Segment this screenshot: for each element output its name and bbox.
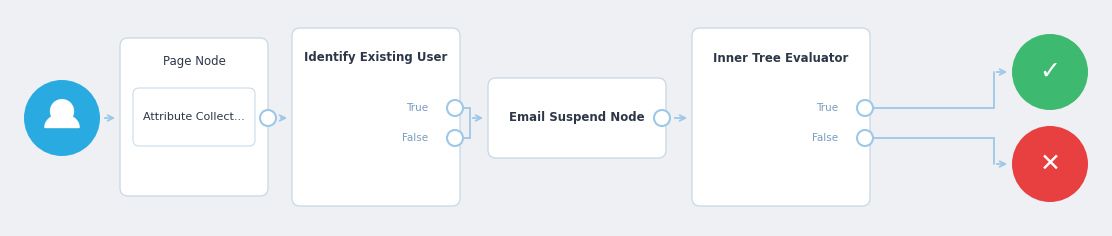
FancyBboxPatch shape <box>292 28 460 206</box>
Text: False: False <box>401 133 428 143</box>
Circle shape <box>1012 126 1088 202</box>
Circle shape <box>857 130 873 146</box>
Circle shape <box>654 110 671 126</box>
FancyBboxPatch shape <box>133 88 255 146</box>
FancyBboxPatch shape <box>488 78 666 158</box>
Text: Email Suspend Node: Email Suspend Node <box>509 111 645 125</box>
FancyBboxPatch shape <box>120 38 268 196</box>
Text: Inner Tree Evaluator: Inner Tree Evaluator <box>713 51 848 64</box>
Circle shape <box>260 110 276 126</box>
Circle shape <box>447 130 463 146</box>
Text: True: True <box>406 103 428 113</box>
Text: ✕: ✕ <box>1040 152 1061 176</box>
Circle shape <box>857 100 873 116</box>
Text: True: True <box>816 103 838 113</box>
Text: Page Node: Page Node <box>162 55 226 68</box>
Polygon shape <box>44 114 79 127</box>
Circle shape <box>447 100 463 116</box>
Circle shape <box>50 99 75 123</box>
Circle shape <box>24 80 100 156</box>
FancyBboxPatch shape <box>692 28 870 206</box>
Text: False: False <box>812 133 838 143</box>
Text: Attribute Collect...: Attribute Collect... <box>143 112 245 122</box>
Circle shape <box>1012 34 1088 110</box>
Text: Identify Existing User: Identify Existing User <box>305 51 448 64</box>
Text: ✓: ✓ <box>1040 60 1061 84</box>
